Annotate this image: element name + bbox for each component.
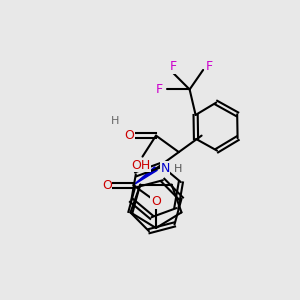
Text: O: O xyxy=(125,129,134,142)
Text: OH: OH xyxy=(131,158,151,172)
Text: N: N xyxy=(160,162,170,175)
Text: F: F xyxy=(156,83,163,96)
Text: H: H xyxy=(110,116,119,126)
Text: H: H xyxy=(173,164,182,174)
Text: F: F xyxy=(169,61,177,74)
Text: F: F xyxy=(206,61,213,74)
Text: O: O xyxy=(151,195,161,208)
Text: O: O xyxy=(102,178,112,192)
Polygon shape xyxy=(133,167,157,185)
